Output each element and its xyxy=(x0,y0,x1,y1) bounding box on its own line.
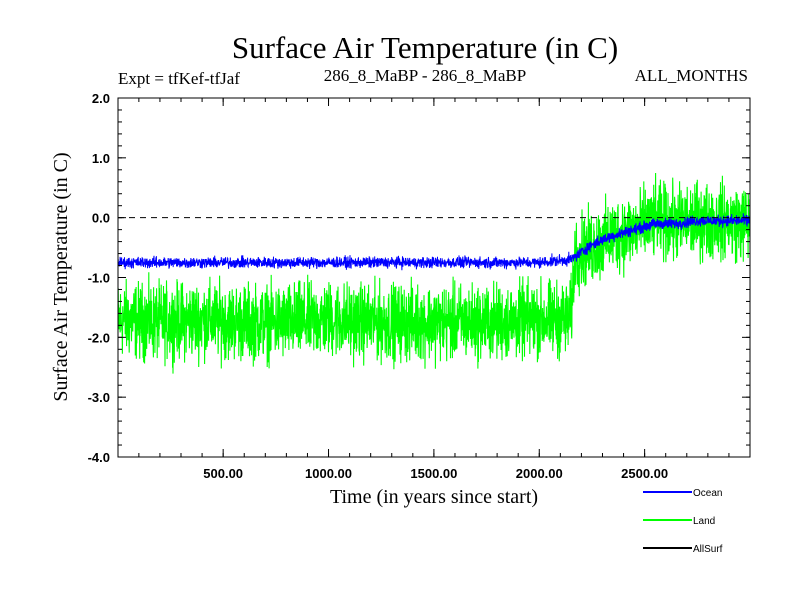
series-land-line xyxy=(118,172,750,374)
x-tick-label: 2500.00 xyxy=(621,466,668,481)
x-tick-label: 500.00 xyxy=(203,466,243,481)
x-tick-label: 1000.00 xyxy=(305,466,352,481)
y-tick-label: -4.0 xyxy=(88,450,110,465)
plot-area xyxy=(117,97,751,458)
x-axis: 500.00 1000.00 1500.00 2000.00 2500.00 xyxy=(138,98,730,481)
plot-frame xyxy=(117,97,751,458)
months-label: ALL_MONTHS xyxy=(635,66,748,85)
series-ocean-line xyxy=(118,213,750,271)
y-tick-label: 2.0 xyxy=(92,91,110,106)
chart-title: Surface Air Temperature (in C) xyxy=(232,30,618,65)
legend-label-land: Land xyxy=(693,516,715,527)
y-tick-label: 1.0 xyxy=(92,151,110,166)
experiment-label: Expt = tfKef-tfJaf xyxy=(118,69,240,88)
y-tick-label: 0.0 xyxy=(92,211,110,226)
y-axis-label: Surface Air Temperature (in C) xyxy=(50,152,72,401)
y-tick-label: -1.0 xyxy=(88,271,110,286)
y-tick-label: -2.0 xyxy=(88,330,110,345)
y-axis: -4.0 -3.0 -2.0 -1.0 0.0 1.0 2.0 xyxy=(88,91,750,465)
period-label: 286_8_MaBP - 286_8_MaBP xyxy=(324,66,526,85)
y-tick-label: -3.0 xyxy=(88,390,110,405)
legend: Ocean Land AllSurf xyxy=(643,488,723,555)
series-layer xyxy=(118,172,750,374)
legend-label-allsurf: AllSurf xyxy=(693,544,723,555)
x-axis-label: Time (in years since start) xyxy=(330,486,538,508)
x-tick-label: 1500.00 xyxy=(410,466,457,481)
x-tick-label: 2000.00 xyxy=(516,466,563,481)
legend-label-ocean: Ocean xyxy=(693,488,722,499)
